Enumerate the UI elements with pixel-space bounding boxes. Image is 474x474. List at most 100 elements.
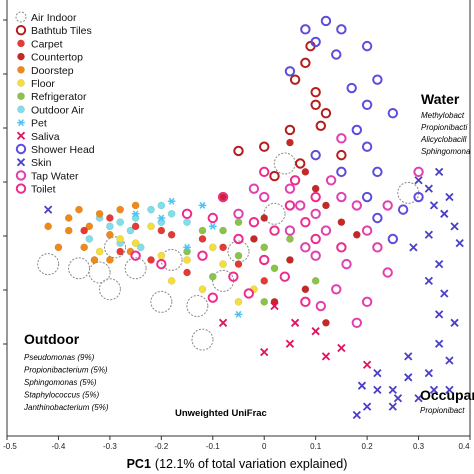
legend-marker-refrigerator: [17, 92, 25, 101]
legend-item-refrigerator: Refrigerator: [17, 91, 87, 103]
point-floor: [167, 277, 176, 285]
legend-marker-countertop: [17, 52, 25, 61]
legend-item-carpet: Carpet: [17, 38, 63, 50]
point-carpet: [260, 277, 269, 285]
point-tap-water: [336, 191, 347, 203]
point-refrigerator: [270, 264, 279, 273]
point-saliva: [218, 318, 228, 327]
point-toilet: [243, 288, 254, 299]
legend-item-bathtub-tiles: Bathtub Tiles: [15, 25, 92, 37]
series-skin: [44, 167, 464, 420]
point-tap-water: [382, 267, 393, 278]
point-shower-head: [284, 66, 296, 77]
point-countertop: [286, 138, 294, 147]
point-saliva: [290, 318, 300, 327]
point-skin: [434, 167, 444, 177]
point-tap-water: [372, 242, 383, 253]
point-air-indoor: [186, 295, 209, 318]
series-air-indoor: [37, 152, 420, 351]
point-tap-water: [310, 250, 321, 261]
outdoor-annotation: Outdoor Pseudomonas (9%) Propionibacteriu…: [23, 331, 109, 412]
legend-item-countertop: Countertop: [17, 52, 83, 64]
legend-label-floor: Floor: [31, 78, 55, 90]
point-pet: [234, 310, 243, 318]
point-skin: [424, 368, 433, 378]
point-shower-head: [351, 124, 363, 136]
point-skin: [429, 385, 439, 395]
point-doorstep: [95, 209, 104, 218]
point-doorstep: [64, 226, 73, 235]
point-refrigerator: [311, 277, 320, 285]
point-skin: [393, 394, 403, 403]
point-skin: [362, 402, 372, 411]
legend-marker-bathtub-tiles: [15, 25, 27, 36]
point-shower-head: [372, 212, 383, 224]
occupant-title: Occupan: [420, 387, 474, 403]
point-bathtub-tiles: [295, 158, 306, 169]
point-saliva: [260, 348, 269, 357]
point-shower-head: [300, 24, 311, 35]
point-skin: [434, 310, 444, 319]
point-air-indoor: [68, 257, 91, 280]
series-toilet: [130, 166, 347, 308]
point-carpet: [116, 247, 125, 256]
legend-marker-saliva: [16, 131, 26, 140]
point-skin: [424, 184, 433, 193]
point-shower-head: [387, 233, 399, 245]
point-outdoor-air: [126, 226, 135, 235]
point-tap-water: [325, 175, 337, 186]
point-skin: [434, 259, 444, 269]
series-shower-head: [284, 15, 424, 245]
legend-label-countertop: Countertop: [31, 52, 83, 64]
legend-label-skin: Skin: [31, 157, 52, 169]
point-shower-head: [372, 166, 383, 178]
point-shower-head: [310, 36, 321, 48]
point-skin: [445, 385, 454, 395]
point-pet: [167, 197, 176, 205]
point-bathtub-tiles: [310, 99, 321, 111]
point-air-indoor: [150, 290, 173, 313]
legend-label-carpet: Carpet: [31, 38, 63, 50]
x-tick-label: 0.2: [362, 442, 374, 451]
x-tick-label: -0.4: [52, 442, 66, 451]
legend-label-air-indoor: Air Indoor: [31, 12, 77, 24]
point-shower-head: [361, 99, 373, 111]
point-tap-water: [361, 296, 373, 308]
point-skin: [455, 239, 464, 248]
x-axis-label-rest: (12.1% of total variation explained): [155, 457, 347, 471]
metric-label: Unweighted UniFrac: [175, 408, 267, 419]
point-refrigerator: [286, 235, 294, 243]
x-tick-label: 0: [262, 442, 267, 451]
point-toilet: [284, 200, 296, 211]
outdoor-title: Outdoor: [24, 331, 80, 347]
point-shower-head: [361, 191, 373, 203]
point-saliva: [270, 301, 279, 311]
point-shower-head: [310, 149, 321, 161]
point-air-indoor: [98, 278, 121, 301]
legend-item-doorstep: Doorstep: [17, 65, 74, 77]
point-skin: [373, 385, 382, 395]
point-carpet: [80, 226, 89, 235]
point-toilet: [248, 216, 260, 228]
point-bathtub-tiles: [310, 87, 321, 98]
legend-item-pet: Pet: [17, 118, 47, 130]
point-tap-water: [248, 183, 260, 194]
point-skin: [352, 410, 361, 420]
occupant-taxon-0: Propionibact: [420, 406, 465, 415]
point-skin: [450, 318, 459, 327]
point-toilet: [336, 242, 347, 253]
legend-label-outdoor-air: Outdoor Air: [31, 104, 85, 116]
point-shower-head: [336, 24, 347, 35]
point-skin: [388, 402, 397, 411]
point-outdoor-air: [157, 218, 166, 227]
legend-marker-pet: [17, 119, 25, 127]
point-doorstep: [116, 205, 125, 214]
point-air-indoor: [191, 328, 214, 351]
point-skin: [424, 276, 433, 286]
point-doorstep: [80, 243, 89, 252]
legend-item-air-indoor: Air Indoor: [15, 11, 77, 24]
legend-label-shower-head: Shower Head: [31, 144, 95, 156]
point-tap-water: [331, 284, 342, 295]
point-toilet: [310, 191, 321, 203]
